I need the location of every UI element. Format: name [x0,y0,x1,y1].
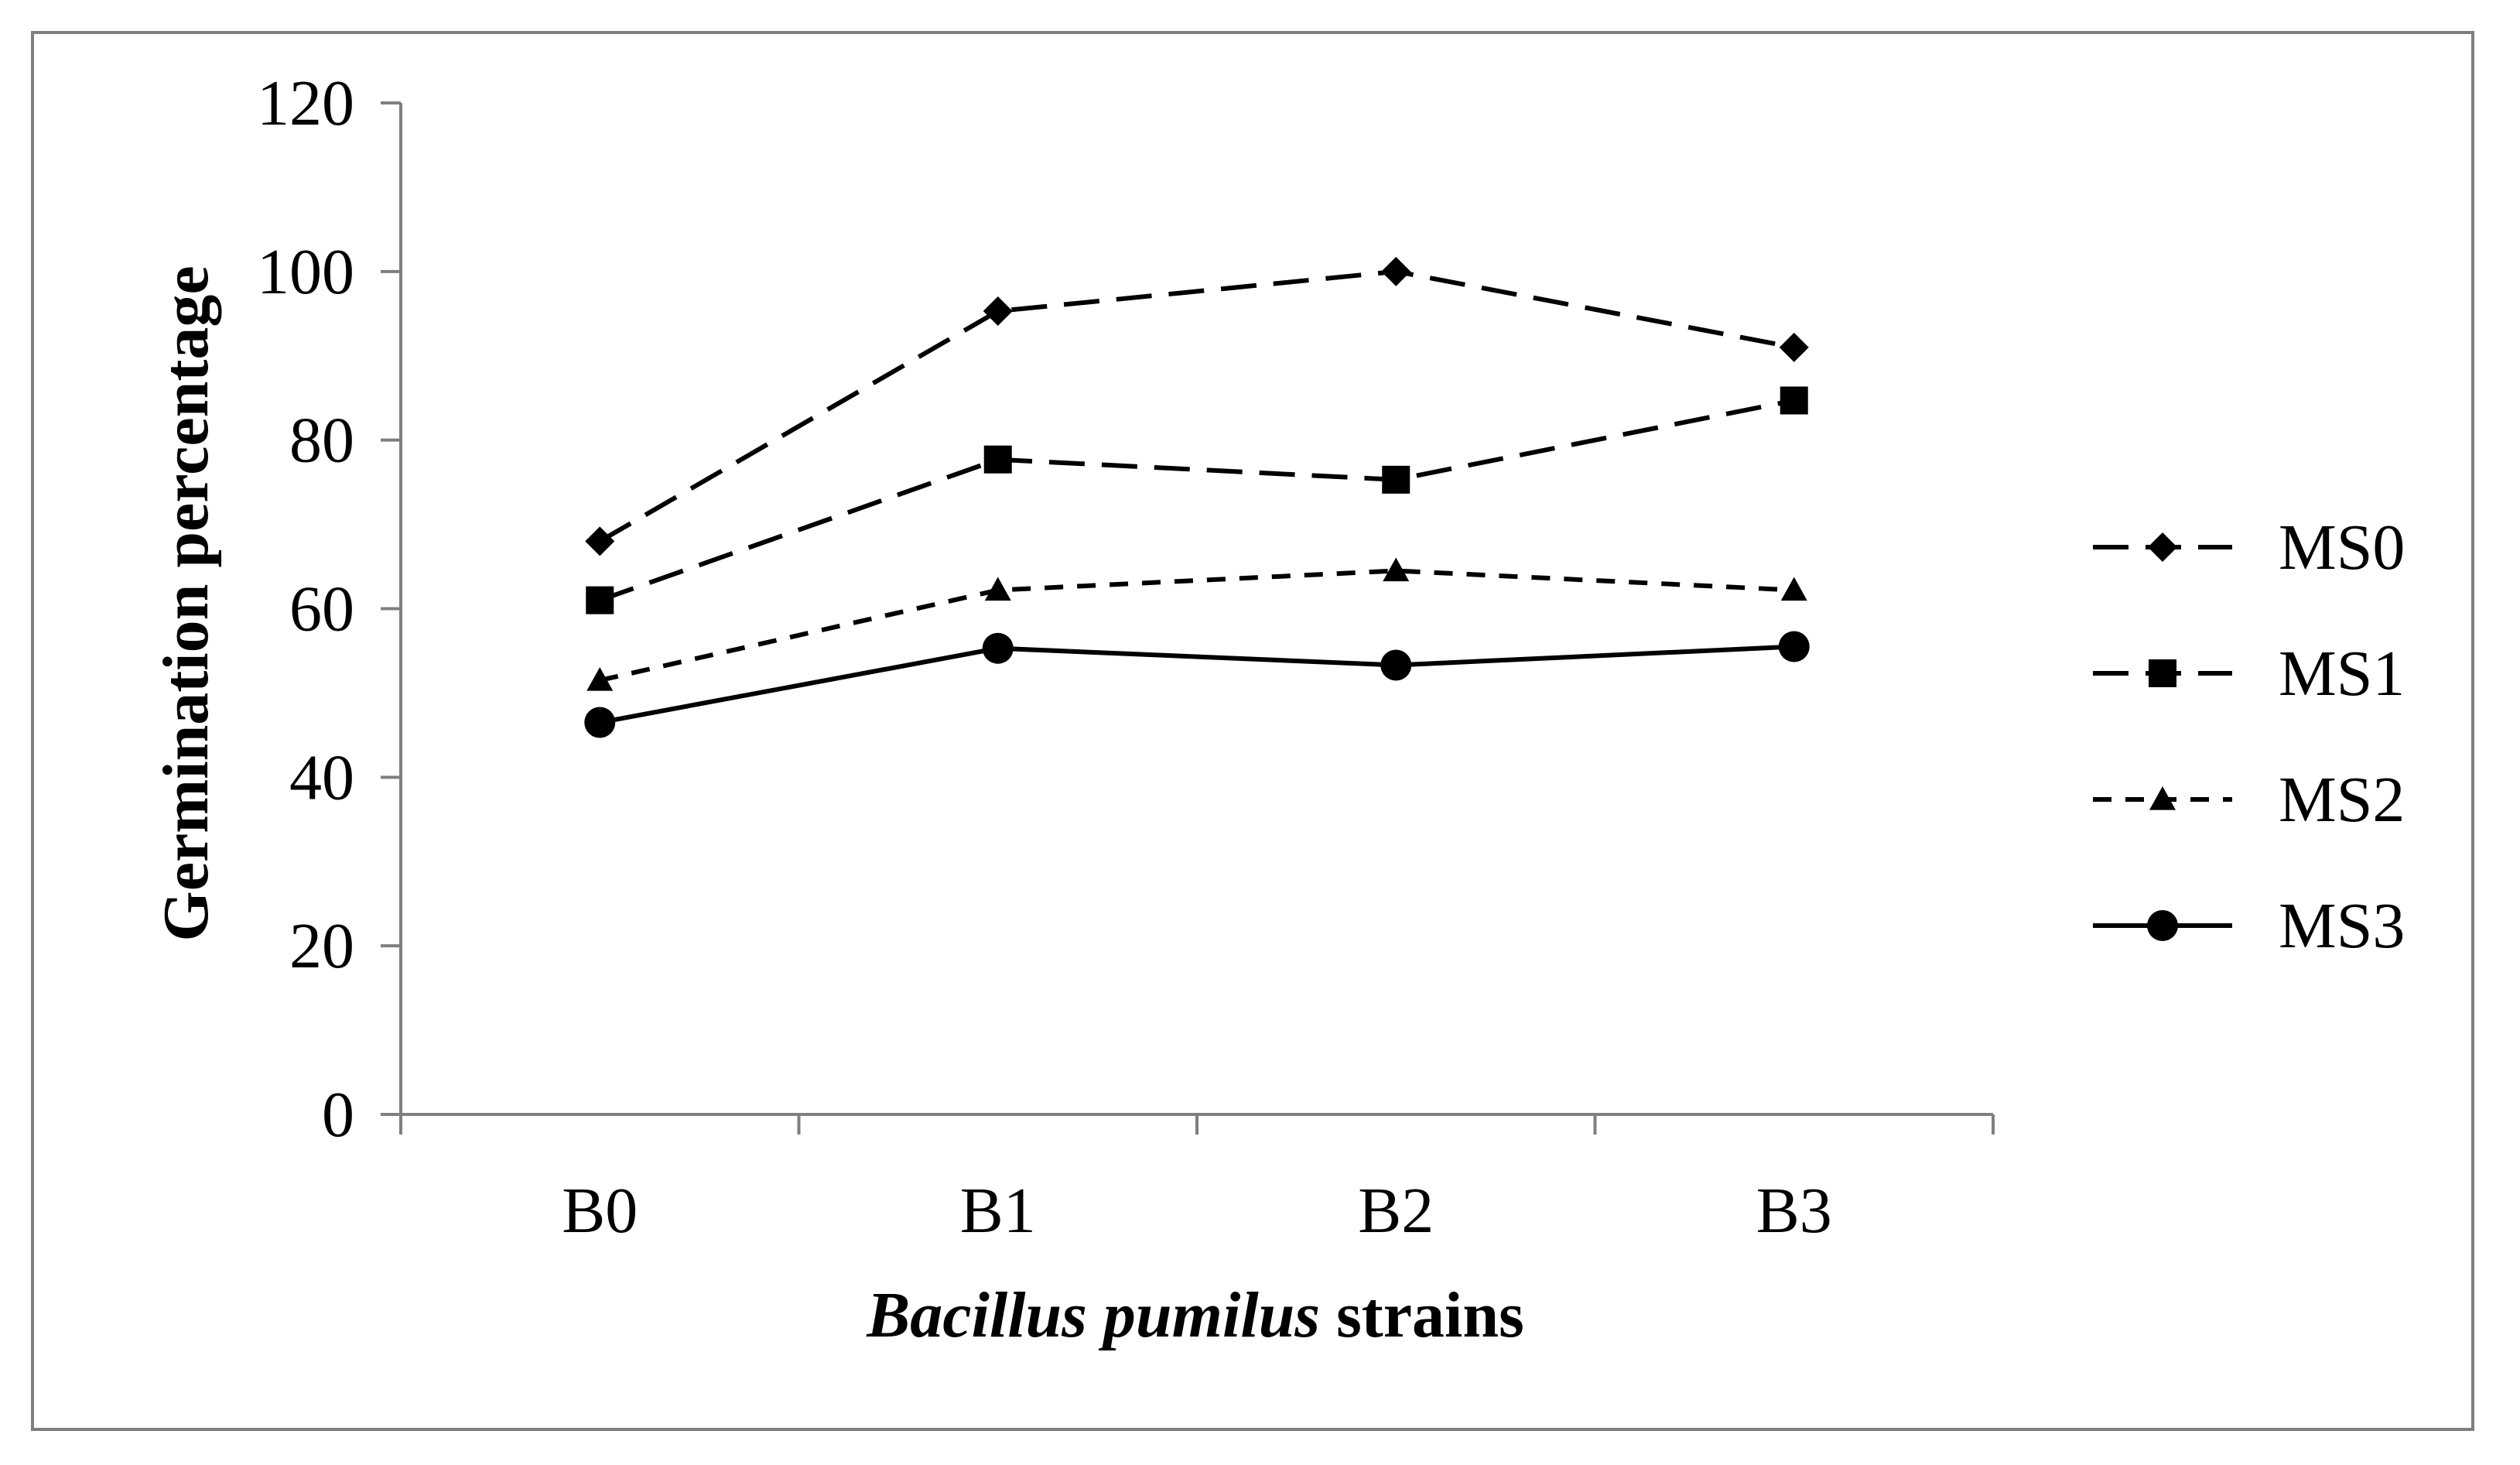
x-axis-title: Bacillus pumilus strains [866,1279,1524,1351]
legend-label: MS0 [2279,512,2405,584]
series-line [599,568,1794,683]
data-point [984,577,1011,601]
series-ms0 [585,256,1809,556]
chart-frame [31,31,2474,1431]
legend-item-ms0: MS0 [2093,512,2405,584]
axes [381,101,1995,1135]
data-point [983,296,1013,327]
series-line [599,398,1795,603]
series-ms3 [584,631,1810,738]
x-tick-labels: B0 B1 B2 B3 [562,1175,1832,1247]
y-tick-label: 0 [322,1079,354,1151]
x-tick-label: B1 [960,1175,1036,1247]
y-tick-labels: 0 20 40 60 80 100 120 [257,67,354,1151]
series-line [599,644,1794,725]
legend-label: MS1 [2279,638,2405,710]
data-point [1381,256,1411,286]
data-point [1778,631,1810,662]
series-line [598,269,1795,543]
data-point [585,526,615,556]
series-ms2 [586,557,1807,691]
y-tick-label: 100 [257,236,354,308]
legend-marker [2148,532,2177,562]
legend-item-ms1: MS1 [2093,638,2405,710]
data-point [584,707,616,738]
x-tick-label: B2 [1358,1175,1434,1247]
y-tick-label: 80 [289,405,354,477]
y-tick-label: 20 [289,910,354,982]
data-point [1383,557,1410,582]
legend: MS0 MS1 MS2 MS3 [2093,512,2405,962]
data-point [982,632,1014,664]
y-tick-label: 120 [257,67,354,139]
legend-item-ms2: MS2 [2093,764,2405,836]
x-tick-label: B0 [562,1175,638,1247]
data-point [1382,465,1410,494]
x-tick-label: B3 [1756,1175,1832,1247]
series-ms1 [586,386,1808,614]
y-axis-title: Germination percentage [150,265,222,941]
data-point [983,445,1012,474]
y-tick-label: 40 [289,741,354,813]
x-axis-title-italic: Bacillus pumilus [866,1279,1320,1351]
legend-marker [2149,786,2176,810]
data-point [1779,332,1809,362]
legend-item-ms3: MS3 [2093,890,2405,962]
legend-label: MS3 [2279,890,2405,962]
data-point [586,667,614,691]
data-point [1380,649,1412,681]
legend-marker [2147,910,2178,941]
data-point [1780,386,1808,415]
data-point [586,586,614,614]
data-point [1780,577,1807,601]
legend-marker [2149,659,2176,687]
legend-label: MS2 [2279,764,2405,836]
series-layer [584,256,1810,738]
x-axis-title-rest: strains [1320,1279,1524,1351]
y-tick-label: 60 [289,573,354,645]
